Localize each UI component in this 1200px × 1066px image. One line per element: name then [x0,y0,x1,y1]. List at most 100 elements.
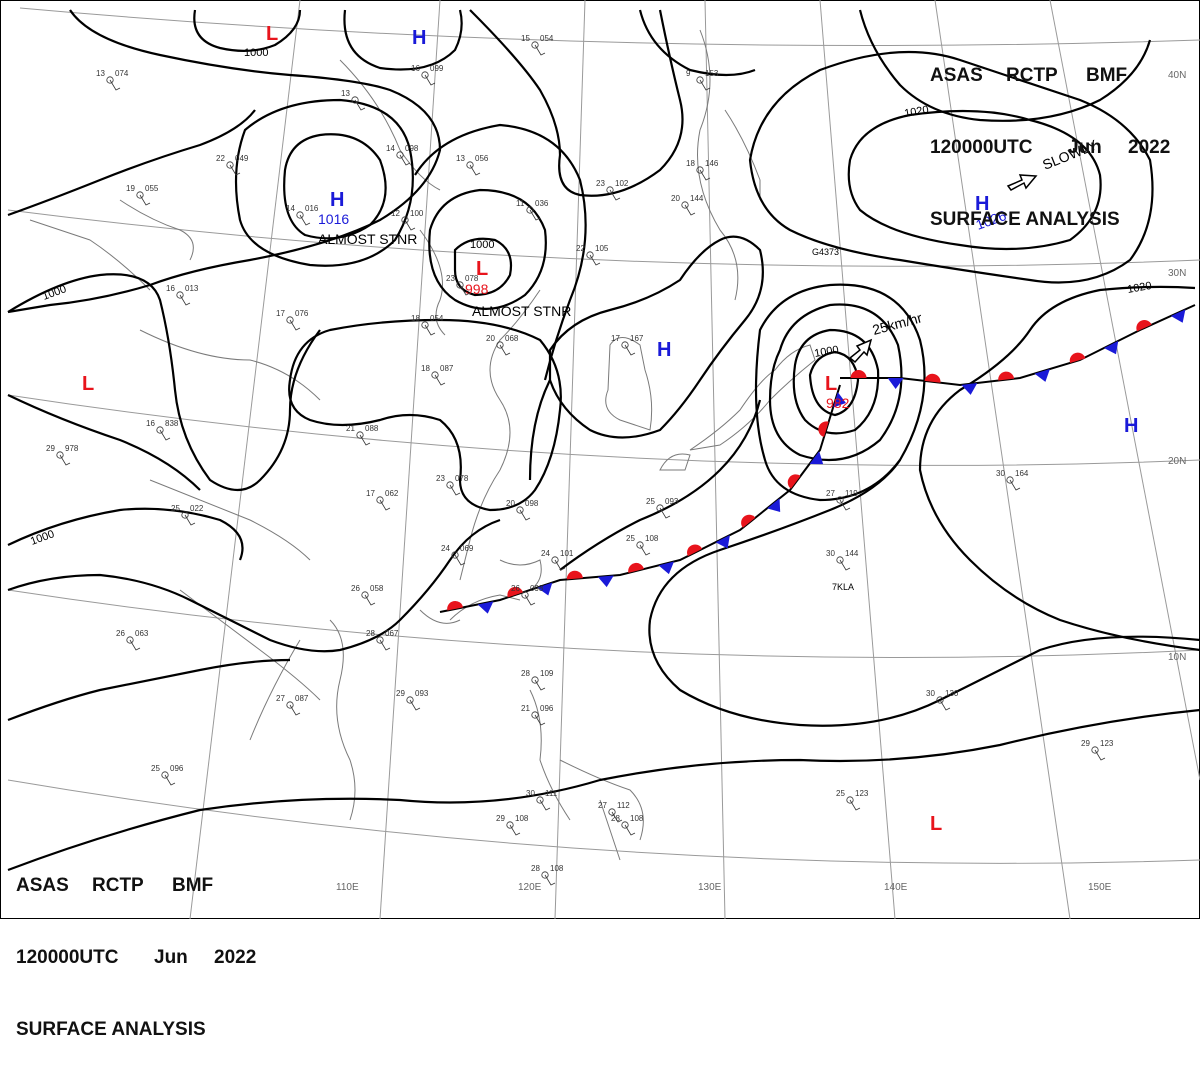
stationary-label: ALMOST STNR [318,231,417,247]
station-pressure: 123 [1100,739,1114,748]
station-temperature: 30 [996,469,1005,478]
station-pressure: 055 [145,184,159,193]
station-pressure: 146 [705,159,719,168]
station-pressure: 112 [617,801,630,810]
wind-barb-icon [529,209,541,221]
station-circle-icon [506,821,514,829]
wind-barb-icon [839,559,851,571]
wind-barb-icon [289,319,301,331]
station-pressure: 093 [665,497,679,506]
station-temperature: 27 [276,694,285,703]
station-temperature: 23 [446,274,455,283]
station-plot: 29 123 [1081,739,1114,761]
station-plot: 18 087 [421,364,454,386]
station-temperature: 22 [576,244,585,253]
wind-barb-icon [129,639,141,651]
station-pressure: 093 [415,689,429,698]
station-circle-icon [431,371,439,379]
station-temperature: 25 [836,789,845,798]
station-plot: 16 838 [146,419,179,441]
station-pressure: 078 [465,274,479,283]
surface-analysis-chart: 1000 1000 1000 1000 1000 1020 1020 L H H… [0,0,1200,920]
station-pressure: 123 [855,789,869,798]
station-plot: 25 093 [646,497,679,519]
station-circle-icon [401,216,409,224]
station-circle-icon [406,696,414,704]
warm-front-semicircle [924,373,941,383]
station-circle-icon [451,551,459,559]
station-plot: 25 123 [836,789,869,811]
station-circle-icon [696,76,704,84]
wind-barb-icon [624,344,636,356]
wind-barb-icon [519,509,531,521]
lat-lon-grid [7,0,1200,920]
station-plot: 17 076 [276,309,309,331]
station-pressure: 109 [540,669,554,678]
station-pressure: 099 [430,64,444,73]
station-plot: 24 069 [441,544,474,566]
wind-barb-icon [399,154,411,166]
station-circle-icon [681,201,689,209]
station-pressure: 096 [540,704,554,713]
wind-barb-icon [379,639,391,651]
station-circle-icon [1091,746,1099,754]
station-circle-icon [226,161,234,169]
wind-barb-icon [589,254,601,266]
station-plot: 18 054 [411,314,444,336]
station-circle-icon [136,191,144,199]
wind-barb-icon [424,74,436,86]
station-temperature: 18 [686,159,695,168]
station-circle-icon [106,76,114,84]
almost-stnr-text: ALMOST STNR [318,231,417,247]
station-plot: 22 049 [216,154,249,176]
warm-front-semicircle [507,586,524,598]
warm-front-semicircle [787,474,801,489]
weather-map: 1000 1000 1000 1000 1000 1020 1020 L H H… [0,0,1200,1040]
low-pressure-symbol: L [82,373,94,395]
station-temperature: 12 [391,209,400,218]
wind-barb-icon [639,544,651,556]
warm-front-semicircle [628,562,644,573]
low-pressure-value: 982 [826,395,850,411]
station-plot: 30 144 [826,549,859,571]
station-temperature: 29 [496,814,505,823]
station-temperature: 13 [456,154,465,163]
station-label: RCTP [92,875,144,896]
station-pressure: 063 [135,629,149,638]
wind-barb-icon [849,799,861,811]
station-temperature: 14 [286,204,295,213]
wind-barb-icon [404,219,416,231]
low-pressure-symbol: L [476,258,488,280]
station-plot: 16 099 [411,64,444,86]
station-pressure: 108 [630,814,644,823]
station-circle-icon [1006,476,1014,484]
station-temperature: 21 [521,704,530,713]
latitude-label: 30N [1168,268,1186,279]
wind-barb-icon [624,824,636,836]
station-temperature: 23 [596,179,605,188]
station-temperature: 17 [276,309,285,318]
station-circle-icon [656,504,664,512]
station-pressure: 098 [530,584,544,593]
cold-front-triangle [961,382,978,395]
station-circle-icon [421,71,429,79]
station-plot: 14 098 [386,144,419,166]
station-plot: 30 164 [996,469,1029,491]
wind-barb-icon [179,294,191,306]
cold-front-triangle [715,535,730,549]
station-plot: 21 096 [521,704,554,726]
station-plot: 20 098 [506,499,539,521]
station-plot: 30 130 [926,689,959,711]
office-label: BMF [1086,65,1128,86]
station-plot: 29 978 [46,444,79,466]
almost-stnr-text: ALMOST STNR [472,303,571,319]
wind-barb-icon [699,79,711,91]
wind-barb-icon [534,44,546,56]
station-circle-icon [696,166,704,174]
low-pressure-value: 998 [465,281,489,297]
wind-barb-icon [299,214,311,226]
station-plot: 15 054 [521,34,554,56]
station-pressure: 087 [295,694,309,703]
station-circle-icon [936,696,944,704]
station-circle-icon [836,556,844,564]
